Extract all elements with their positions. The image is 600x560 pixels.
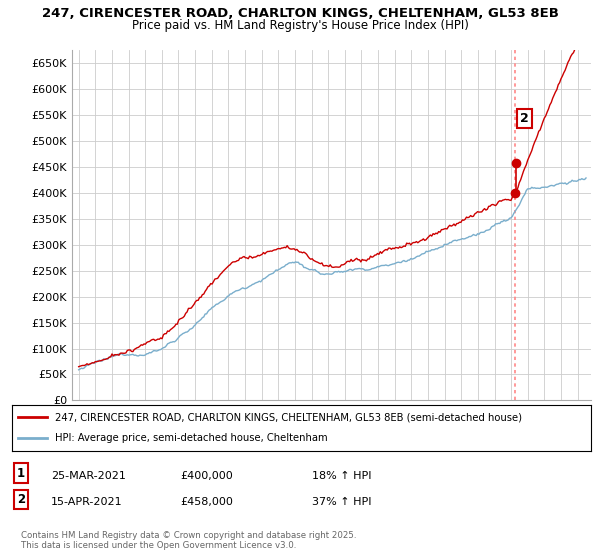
Text: HPI: Average price, semi-detached house, Cheltenham: HPI: Average price, semi-detached house,… [55,433,328,444]
Text: 247, CIRENCESTER ROAD, CHARLTON KINGS, CHELTENHAM, GL53 8EB: 247, CIRENCESTER ROAD, CHARLTON KINGS, C… [41,7,559,20]
Text: 247, CIRENCESTER ROAD, CHARLTON KINGS, CHELTENHAM, GL53 8EB (semi-detached house: 247, CIRENCESTER ROAD, CHARLTON KINGS, C… [55,412,523,422]
Text: 18% ↑ HPI: 18% ↑ HPI [312,471,371,481]
Text: 1: 1 [17,466,25,480]
Text: £458,000: £458,000 [180,497,233,507]
Text: 2: 2 [17,493,25,506]
Text: Contains HM Land Registry data © Crown copyright and database right 2025.
This d: Contains HM Land Registry data © Crown c… [21,530,356,550]
Text: Price paid vs. HM Land Registry's House Price Index (HPI): Price paid vs. HM Land Registry's House … [131,19,469,32]
Text: 25-MAR-2021: 25-MAR-2021 [51,471,126,481]
Text: 2: 2 [520,113,529,125]
Text: 15-APR-2021: 15-APR-2021 [51,497,122,507]
Text: £400,000: £400,000 [180,471,233,481]
Text: 37% ↑ HPI: 37% ↑ HPI [312,497,371,507]
